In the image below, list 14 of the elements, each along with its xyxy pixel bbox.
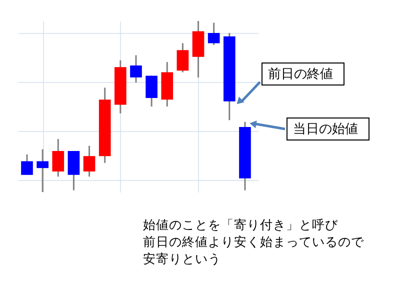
candlestick [176,42,189,74]
candlestick [68,150,80,192]
candlestick [146,74,158,108]
candlestick [130,54,142,84]
candlestick [36,148,48,193]
candlestick [83,145,96,178]
candlestick [52,138,64,178]
text: 当日の始値 [293,122,358,137]
candlestick [21,154,33,176]
text: 安寄りという [143,251,221,266]
text: 前日の終値 [268,67,333,82]
candlestick [208,22,220,46]
text: 始値のことを「寄り付き」と呼び [143,217,339,232]
text: 前日の終値より安く始まっているので [143,234,365,249]
